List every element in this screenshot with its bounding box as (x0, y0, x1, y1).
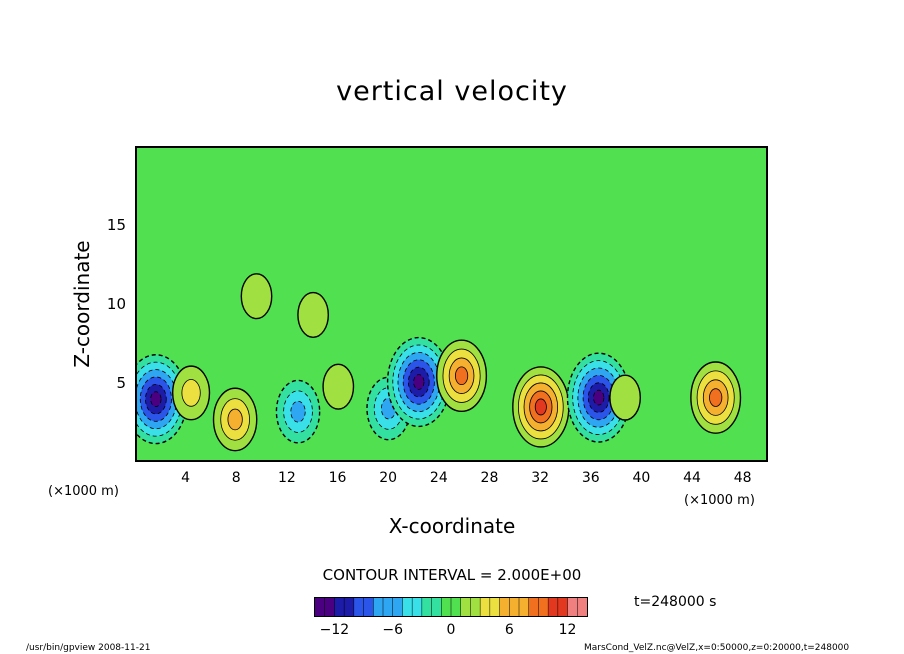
colorbar-tick-label: 6 (504, 622, 514, 638)
downdraft-cell (386, 336, 451, 428)
colorbar-segment (324, 598, 335, 616)
contour-level (322, 363, 355, 410)
colorbar-segment (353, 598, 365, 616)
colorbar-segment (334, 598, 345, 616)
colorbar-tick-label: −6 (382, 622, 404, 638)
contour-level (227, 408, 243, 431)
colorbar-segment (519, 598, 530, 616)
chart-title: vertical velocity (336, 76, 568, 107)
colorbar-segment (451, 598, 462, 616)
x-unit-right: (×1000 m) (684, 493, 755, 508)
updraft-cell (297, 291, 330, 339)
colorbar-segment (344, 598, 355, 616)
downdraft-cell (137, 354, 188, 445)
updraft-cell (240, 273, 273, 320)
x-tick-label: 28 (480, 470, 499, 486)
updraft-cell (171, 365, 211, 421)
colorbar-segment (402, 598, 413, 616)
footer-dataset: MarsCond_VelZ.nc@VelZ,x=0:50000,z=0:2000… (584, 643, 850, 653)
x-tick-label: 12 (277, 470, 296, 486)
colorbar-segment (373, 598, 384, 616)
contour-level (709, 388, 723, 407)
colorbar-segment (557, 598, 569, 616)
colorbar-segment (528, 598, 539, 616)
downdraft-cell (275, 379, 321, 444)
x-tick-label: 32 (531, 470, 550, 486)
x-tick-label: 4 (181, 470, 191, 486)
plot-area (135, 146, 768, 462)
colorbar-segment (460, 598, 471, 616)
colorbar-segment (577, 598, 588, 616)
y-tick-label: 15 (106, 216, 126, 234)
x-tick-label: 40 (632, 470, 651, 486)
x-tick-label: 44 (683, 470, 701, 486)
downdraft-cell (566, 352, 631, 443)
updraft-cell (436, 339, 488, 413)
heatmap-canvas (137, 148, 766, 460)
updraft-cell (212, 387, 258, 452)
x-tick-label: 8 (231, 470, 241, 486)
updraft-cell (690, 361, 742, 434)
updraft-cell (322, 363, 355, 410)
colorbar-segment (421, 598, 433, 616)
colorbar-segment (392, 598, 403, 616)
colorbar-tick-label: 12 (558, 622, 577, 638)
colorbar-segment (315, 598, 326, 616)
x-tick-label: 36 (581, 470, 600, 486)
contour-level (297, 291, 330, 339)
colorbar-tick-label: −12 (319, 622, 350, 638)
colorbar-segment (499, 598, 510, 616)
contour-level (240, 273, 273, 320)
x-axis-label: X-coordinate (388, 514, 516, 538)
contour-level (454, 366, 469, 386)
colorbar-segment (431, 598, 442, 616)
contour-level (413, 374, 425, 390)
x-tick-label: 48 (733, 470, 752, 486)
y-tick-label: 10 (106, 295, 126, 313)
time-label: t=248000 s (634, 594, 717, 610)
colorbar-segment (548, 598, 559, 616)
x-tick-label: 24 (429, 470, 448, 486)
colorbar-segment (480, 598, 491, 616)
contour-level (181, 379, 201, 407)
colorbar-segment (538, 598, 549, 616)
updraft-cell (609, 374, 642, 421)
colorbar-segment (412, 598, 423, 616)
colorbar-segment (567, 598, 578, 616)
colorbar-tick-label: 0 (446, 622, 456, 638)
y-axis-label: Z-coordinate (70, 240, 94, 368)
colorbar-segment (470, 598, 481, 616)
contour-level (534, 398, 547, 416)
colorbar-segment (363, 598, 374, 616)
contour-level (593, 389, 605, 406)
x-unit-left: (×1000 m) (48, 484, 119, 499)
colorbar-segment (383, 598, 394, 616)
colorbar (314, 597, 588, 617)
footer-program-date: /usr/bin/gpview 2008-11-21 (26, 643, 151, 653)
contour-level (150, 391, 162, 407)
colorbar-segment (509, 598, 520, 616)
x-tick-label: 20 (379, 470, 398, 486)
contour-interval-label: CONTOUR INTERVAL = 2.000E+00 (322, 566, 582, 584)
y-tick-label: 5 (116, 374, 126, 392)
colorbar-segment (489, 598, 501, 616)
x-tick-label: 16 (328, 470, 347, 486)
updraft-cell (512, 366, 570, 448)
colorbar-segment (441, 598, 452, 616)
contour-level (290, 400, 306, 423)
colorbar-frame (314, 597, 588, 617)
contour-level (609, 374, 642, 421)
